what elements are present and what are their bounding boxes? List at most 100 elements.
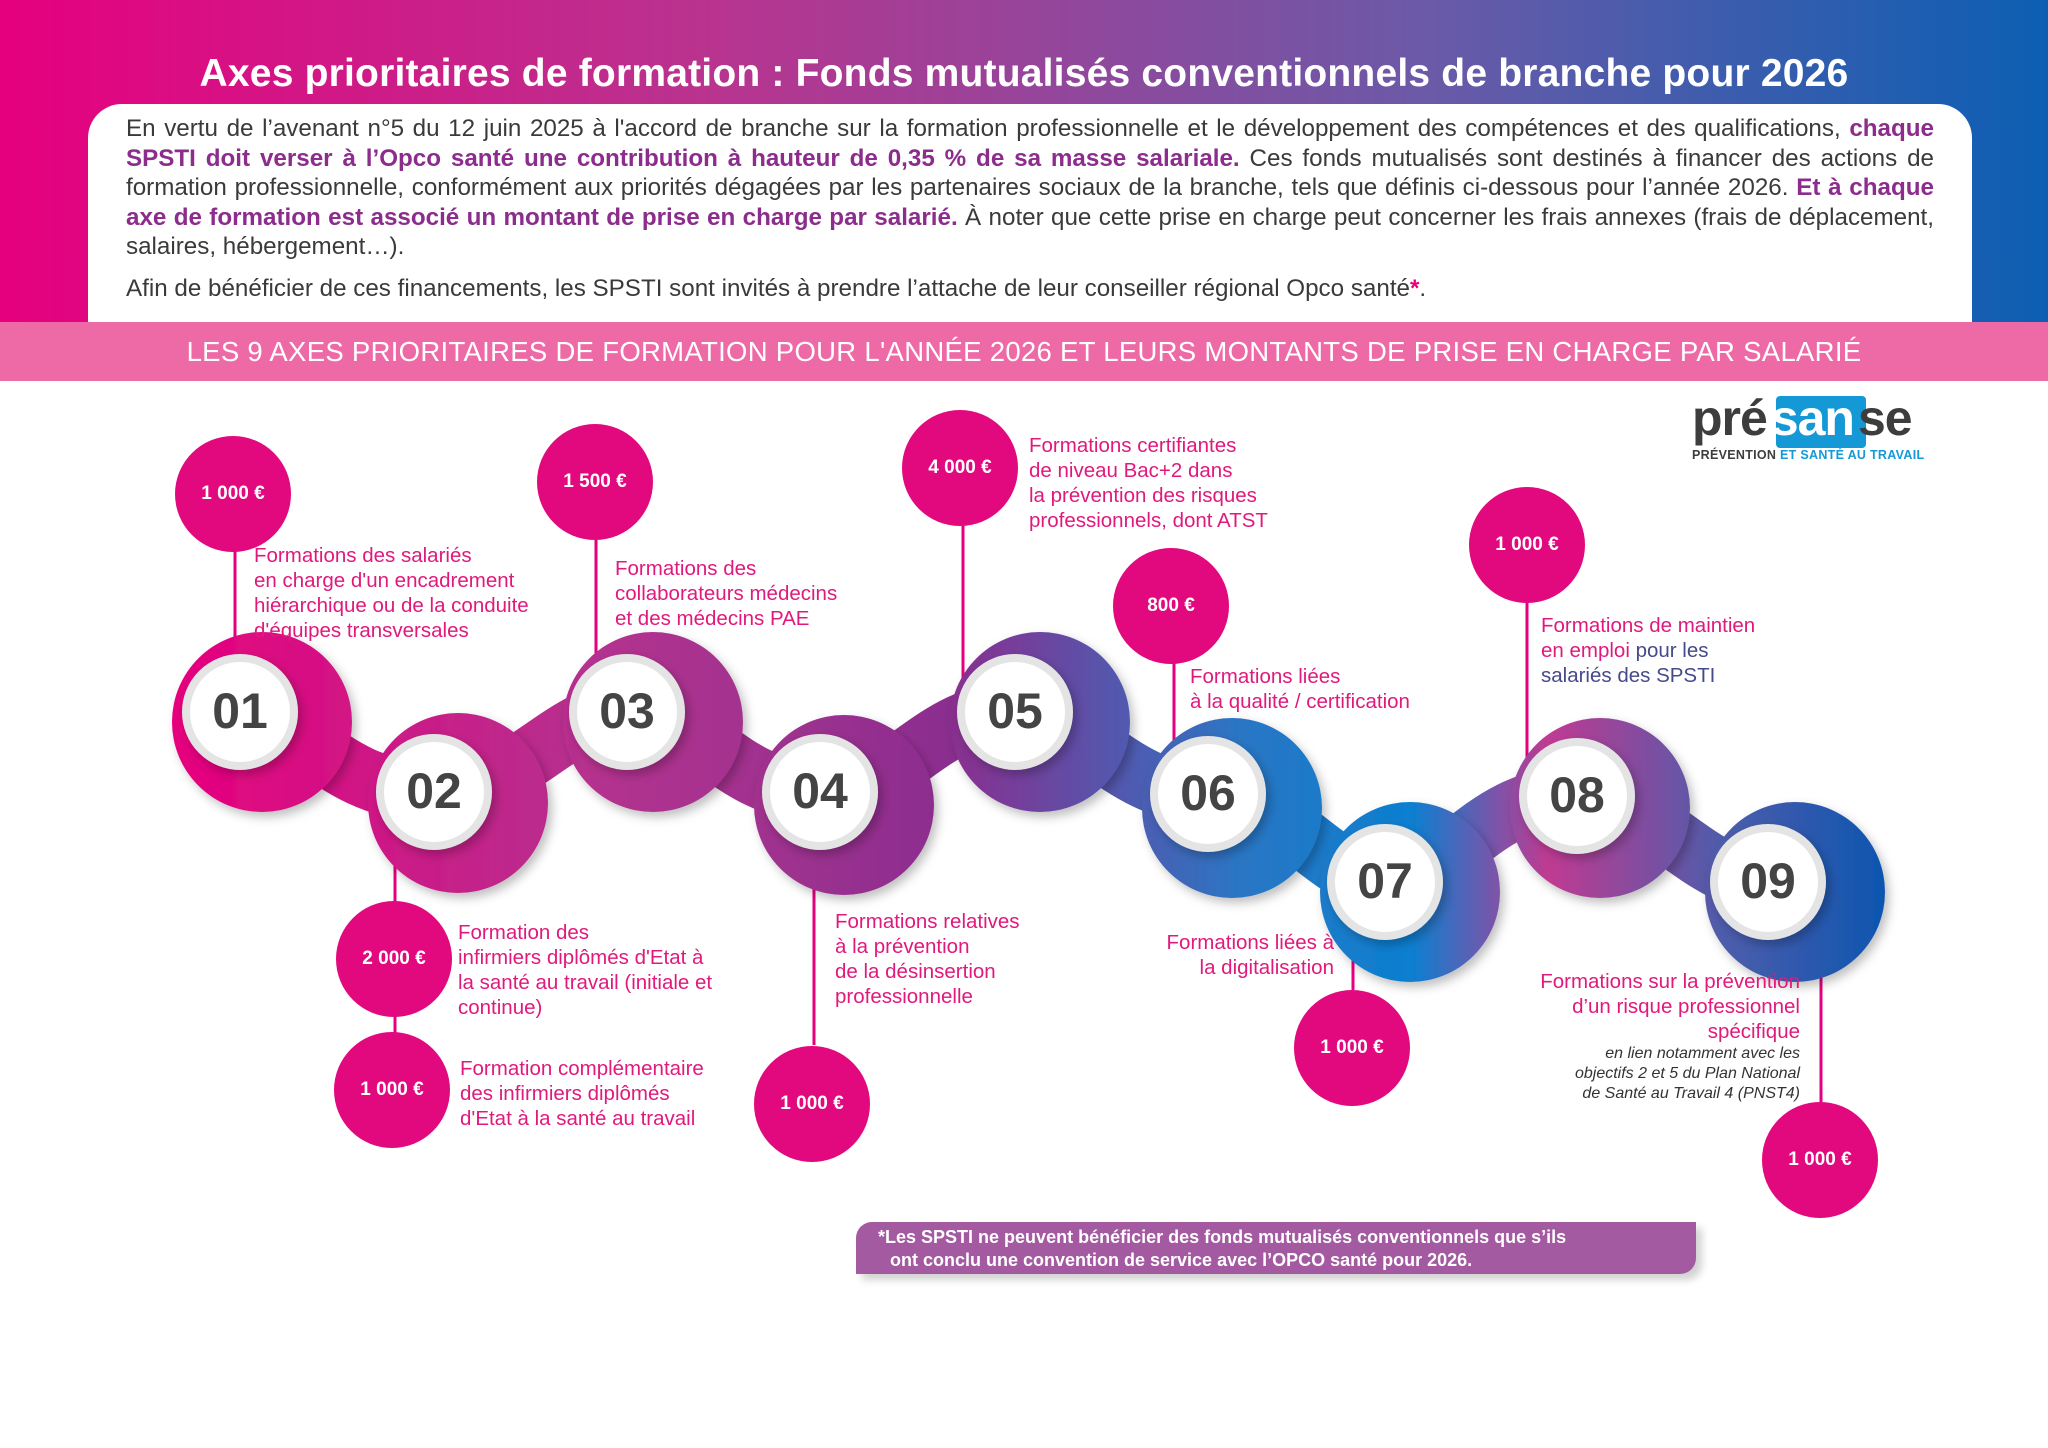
axis-04-amount: 1 000 €	[780, 1093, 844, 1114]
axis-08-amount: 1 000 €	[1495, 534, 1559, 555]
axis-08-label-text: Formations de maintien	[1541, 614, 1756, 637]
intro-highlight-amount: Et à chaque axe de formation est associé…	[126, 174, 1934, 231]
page-title: Axes prioritaires de formation : Fonds m…	[199, 52, 1849, 95]
axis-02-amount: 2 000 €	[362, 948, 426, 969]
axis-number-06: 06	[1180, 765, 1236, 821]
axis-04-label-line: Formations relatives	[835, 910, 1020, 933]
axis-08-label-text: en emploi	[1541, 639, 1630, 662]
axis-number-09: 09	[1740, 853, 1796, 909]
axis-01-label-line: en charge d'un encadrement	[254, 569, 515, 592]
axis-03-label-line: et des médecins PAE	[615, 607, 810, 630]
intro-text-2: Afin de bénéficier de ces financements, …	[126, 274, 1410, 302]
intro-text-c: Ces fonds mutualisés sont destinés à fin…	[126, 144, 1934, 202]
axis-01-label-line: Formations des salariés	[254, 544, 472, 567]
axis-05-amount: 4 000 €	[928, 457, 992, 478]
logo-tag-b: ET SANTÉ AU TRAVAIL	[1780, 448, 1925, 462]
axis-07-amount: 1 000 €	[1320, 1037, 1384, 1058]
axis-number-03: 03	[599, 683, 655, 739]
axis-05-label-line: la prévention des risques	[1029, 484, 1257, 507]
axis-08-label-text: pour les	[1629, 639, 1709, 662]
axis-07-label: Formations liées à la digitalisation	[1100, 930, 1334, 980]
axis-02-complementary-label: Formation complémentaire des infirmiers …	[460, 1056, 704, 1131]
axis-09-label-line: Formations sur la prévention	[1540, 970, 1800, 993]
intro-asterisk: *	[1410, 274, 1420, 302]
logo-tag-a: PRÉVENTION	[1692, 448, 1781, 462]
logo-highlight-box	[1776, 396, 1866, 448]
axis-04-label-line: professionnelle	[835, 985, 973, 1008]
intro-highlight-contribution: chaque SPSTI doit verser à l’Opco santé …	[126, 115, 1934, 172]
logo-word-mid: san	[1770, 390, 1855, 446]
axis-02-label-line: la santé au travail (initiale et	[458, 971, 713, 994]
axis-08-label-line-3: salariés des SPSTI	[1541, 663, 1755, 688]
logo-word-post: se	[1857, 390, 1913, 446]
axis-06-label-line: à la qualité / certification	[1190, 690, 1410, 713]
axis-02-complementary-amount: 1 000 €	[360, 1079, 424, 1100]
axis-09-sublabel-line: objectifs 2 et 5 du Plan National	[1574, 1065, 1800, 1082]
axis-08-label: Formations de maintien en emploi pour le…	[1541, 613, 1755, 688]
axis-03-label-line: collaborateurs médecins	[615, 582, 838, 605]
axis-04-label-line: à la prévention	[835, 935, 970, 958]
axis-09-label-line: spécifique	[1707, 1020, 1800, 1043]
axis-01-label: Formations des salariés en charge d'un e…	[254, 543, 529, 643]
axis-04-label: Formations relatives à la prévention de …	[835, 909, 1020, 1009]
axis-01-amount: 1 000 €	[201, 483, 265, 504]
axis-02-complementary-label-line: Formation complémentaire	[460, 1057, 704, 1080]
axis-03-label: Formations des collaborateurs médecins e…	[615, 556, 837, 631]
axis-09-amount: 1 000 €	[1788, 1149, 1852, 1170]
axis-02-label-line: continue)	[458, 996, 543, 1019]
footnote-text-1: Les SPSTI ne peuvent bénéficier des fond…	[885, 1227, 1567, 1247]
axis-number-01: 01	[212, 683, 268, 739]
axis-number-circles	[182, 654, 1826, 940]
amount-circles	[175, 410, 1878, 1218]
axis-07-label-line: Formations liées à	[1166, 931, 1334, 954]
axis-02-label-line: infirmiers diplômés d'Etat à	[458, 946, 704, 969]
axis-02-complementary-label-line: d'Etat à la santé au travail	[460, 1107, 696, 1130]
intro-paragraph-2: Afin de bénéficier de ces financements, …	[126, 274, 1934, 304]
axis-05-label-line: Formations certifiantes	[1029, 434, 1237, 457]
axis-07-label-line: la digitalisation	[1199, 956, 1334, 979]
logo-word-pre: pré	[1692, 390, 1768, 446]
footnote-line-1: *Les SPSTI ne peuvent bénéficier des fon…	[878, 1226, 1676, 1249]
axis-02-label: Formation des infirmiers diplômés d'Etat…	[458, 920, 712, 1020]
axis-number-05: 05	[987, 683, 1043, 739]
intro-period: .	[1419, 274, 1427, 302]
axis-06-amount: 800 €	[1147, 595, 1195, 616]
axis-04-label-line: de la désinsertion	[835, 960, 996, 983]
logo-wordmark: présanse	[1692, 392, 1932, 444]
axis-06-label: Formations liées à la qualité / certific…	[1190, 664, 1410, 714]
axis-01-label-line: d'équipes transversales	[254, 619, 469, 642]
section-band-title: LES 9 AXES PRIORITAIRES DE FORMATION POU…	[186, 336, 1862, 367]
axis-08-label-text: salariés des SPSTI	[1541, 664, 1716, 687]
axis-02-complementary-label-line: des infirmiers diplômés	[460, 1082, 670, 1105]
axis-03-amount: 1 500 €	[563, 471, 627, 492]
axis-03-label-line: Formations des	[615, 557, 757, 580]
intro-text-a: En vertu de l’avenant n°5 du 12 juin 202…	[126, 115, 1850, 142]
axis-09-label: Formations sur la prévention d’un risque…	[1420, 969, 1800, 1044]
intro-paragraph-1: En vertu de l’avenant n°5 du 12 juin 202…	[126, 114, 1934, 262]
logo-tagline: PRÉVENTION ET SANTÉ AU TRAVAIL	[1692, 448, 1932, 462]
axis-09-sublabel: en lien notamment avec les objectifs 2 e…	[1420, 1044, 1800, 1104]
axis-number-02: 02	[406, 763, 462, 819]
axis-09-label-line: d’un risque professionnel	[1572, 995, 1800, 1018]
footnote-asterisk: *	[878, 1227, 886, 1247]
axis-09-sublabel-line: en lien notamment avec les	[1605, 1045, 1800, 1062]
axis-09-sublabel-line: de Santé au Travail 4 (PNST4)	[1582, 1085, 1800, 1102]
axis-number-08: 08	[1549, 767, 1605, 823]
axis-05-label-line: professionnels, dont ATST	[1029, 509, 1268, 532]
intro-text-e: À noter que cette prise en charge peut c…	[126, 203, 1934, 261]
axis-05-label-line: de niveau Bac+2 dans	[1029, 459, 1233, 482]
axis-02-label-line: Formation des	[458, 921, 590, 944]
footnote-box: *Les SPSTI ne peuvent bénéficier des fon…	[856, 1222, 1696, 1274]
axis-05-label: Formations certifiantes de niveau Bac+2 …	[1029, 433, 1268, 533]
intro-box: En vertu de l’avenant n°5 du 12 juin 202…	[88, 104, 1972, 322]
axis-08-label-line-1: Formations de maintien	[1541, 613, 1755, 638]
axis-number-04: 04	[792, 763, 848, 819]
axis-01-label-line: hiérarchique ou de la conduite	[254, 594, 529, 617]
section-band: LES 9 AXES PRIORITAIRES DE FORMATION POU…	[0, 322, 2048, 381]
axis-08-label-line-2: en emploi pour les	[1541, 638, 1755, 663]
presanse-logo: présanse PRÉVENTION ET SANTÉ AU TRAVAIL	[1692, 392, 1932, 462]
axis-number-07: 07	[1357, 853, 1413, 909]
axis-06-label-line: Formations liées	[1190, 665, 1341, 688]
footnote-line-2: ont conclu une convention de service ave…	[890, 1250, 1473, 1270]
